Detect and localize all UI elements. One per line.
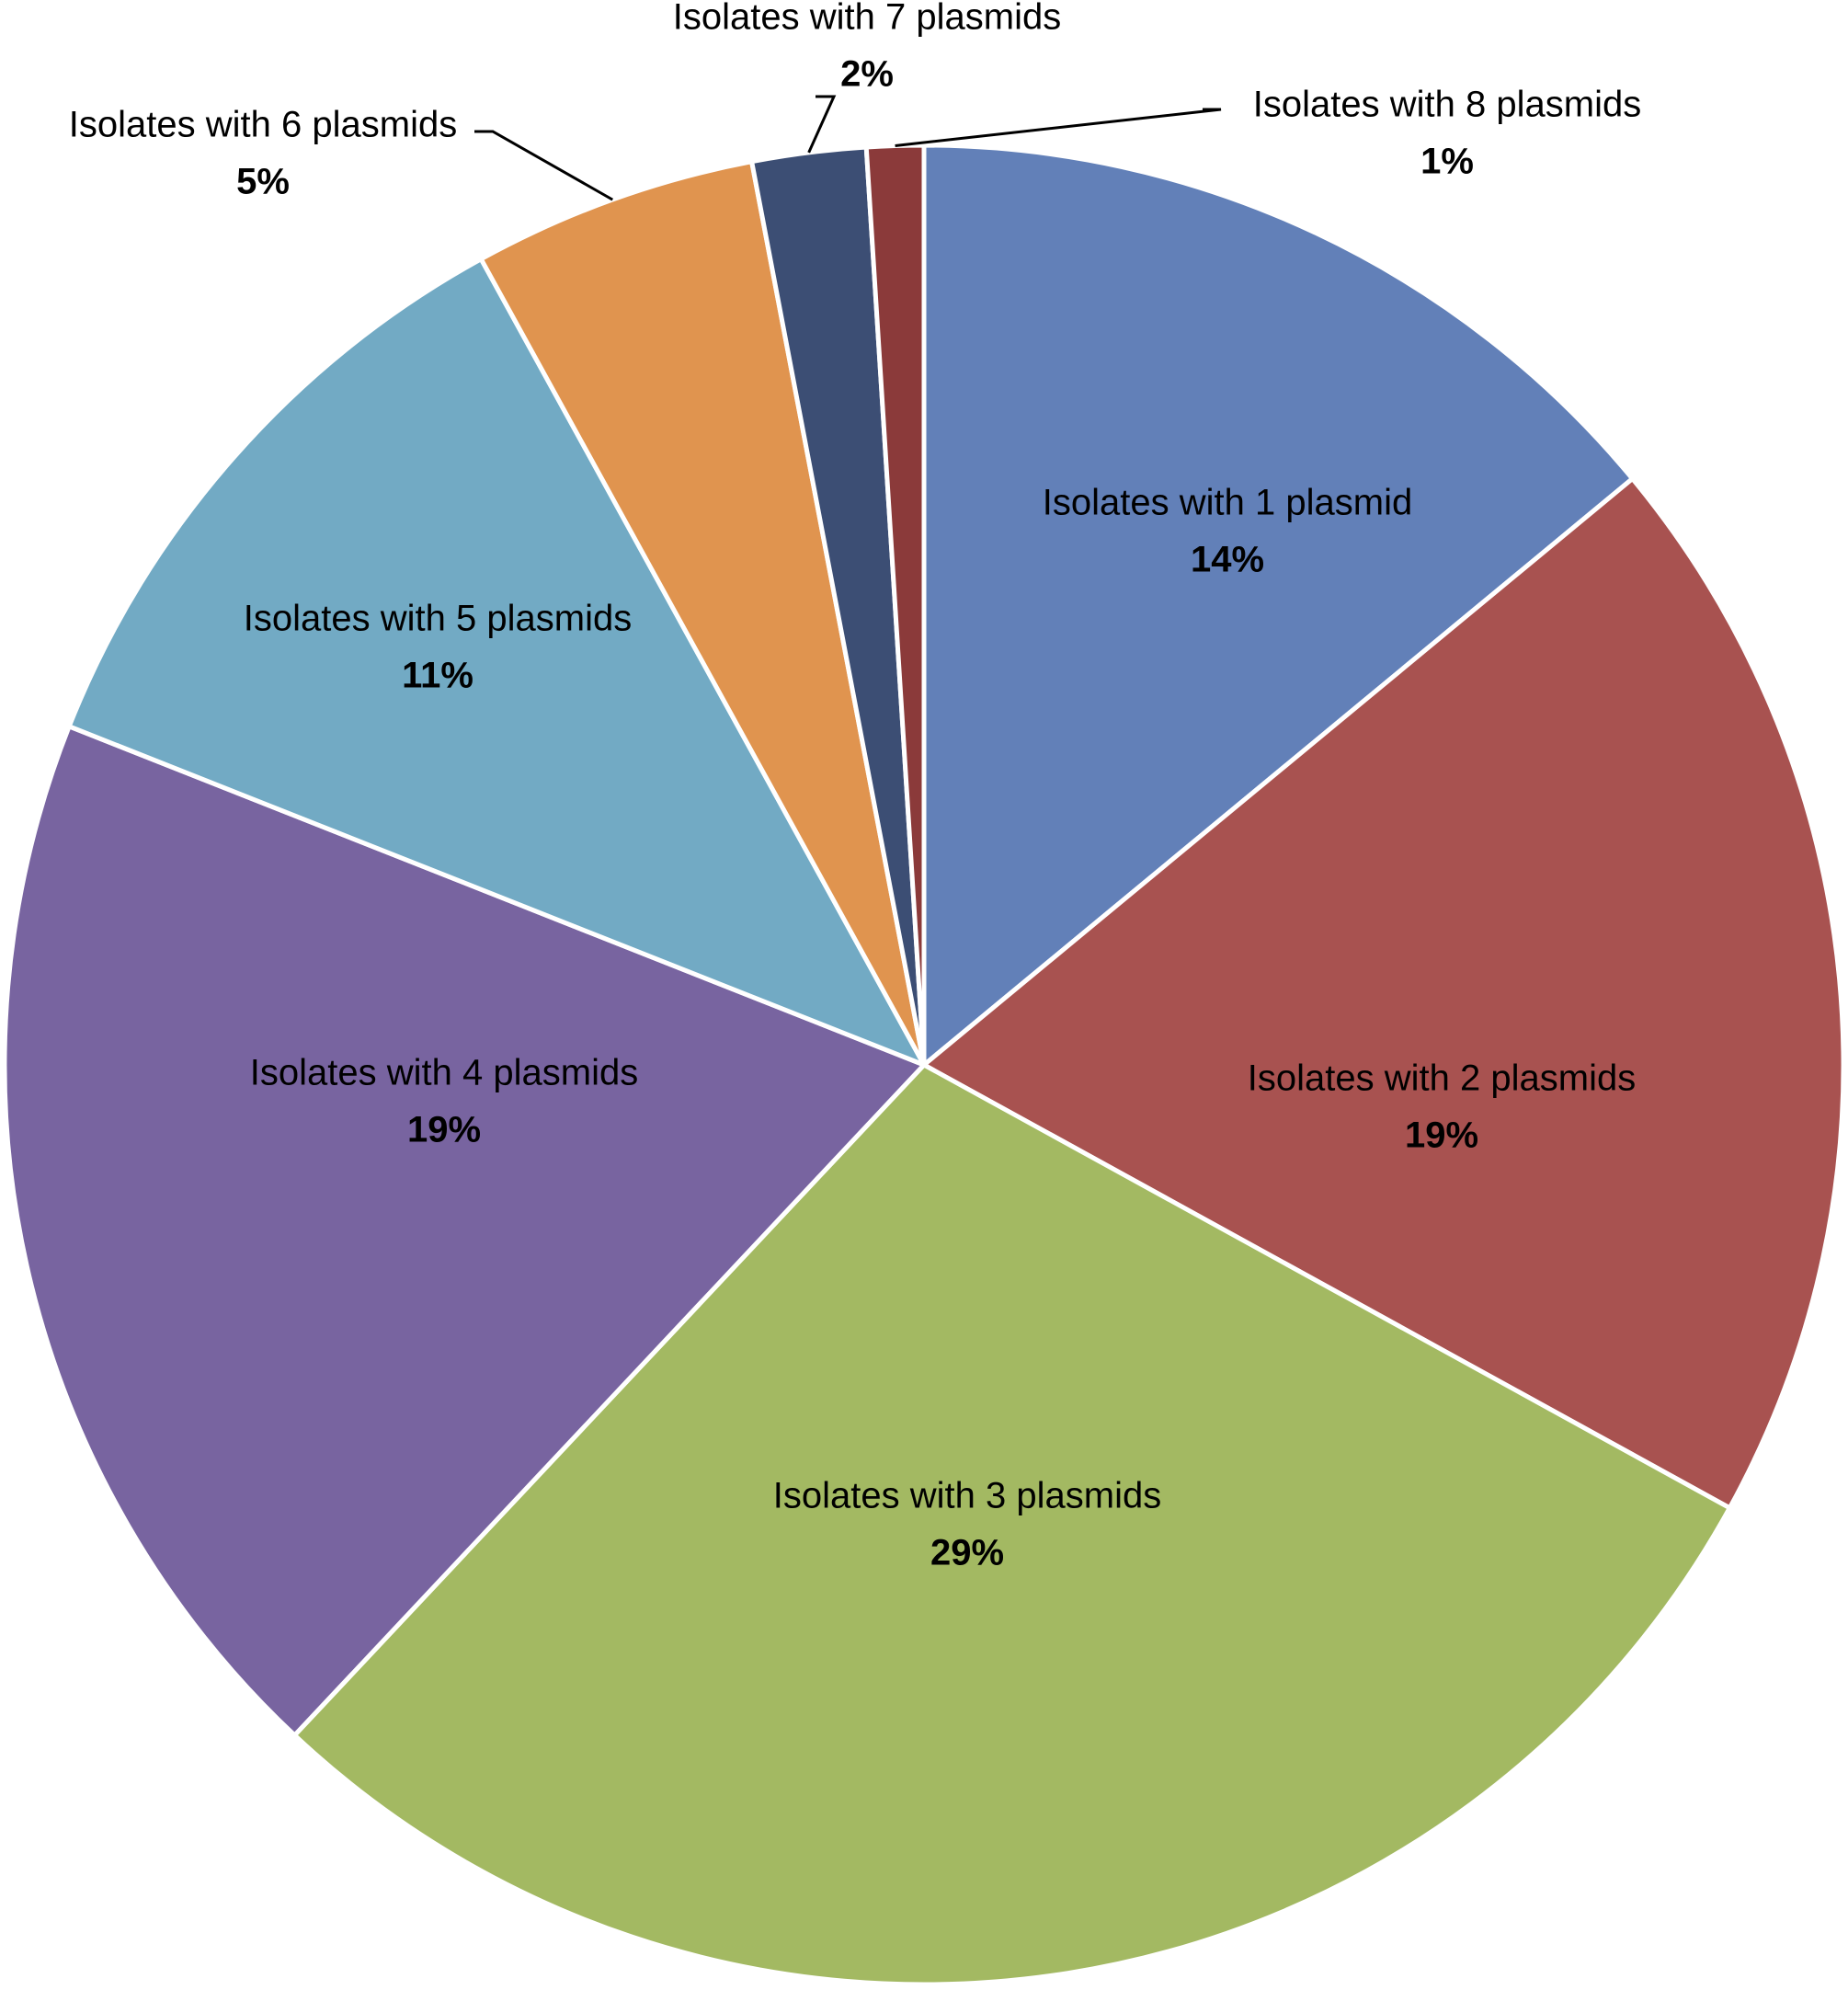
slice-label: Isolates with 1 plasmid: [1043, 483, 1412, 523]
leader-line: [807, 95, 837, 154]
slice-value-label: 1%: [1420, 142, 1474, 182]
slice-label: Isolates with 5 plasmids: [244, 599, 632, 639]
slice-value-label: 19%: [1405, 1115, 1478, 1156]
slice-value-label: 2%: [840, 54, 894, 95]
slice-value-label: 11%: [402, 656, 473, 696]
slice-label: Isolates with 3 plasmids: [773, 1476, 1161, 1516]
pie-slice: [2, 723, 929, 1739]
slice-value-label: 5%: [236, 162, 290, 202]
pie-slice: [919, 475, 1846, 1512]
slice-value-label: 29%: [930, 1533, 1004, 1573]
slice-label: Isolates with 2 plasmids: [1248, 1058, 1636, 1099]
pie-slice: [921, 143, 1637, 1070]
leader-line: [895, 108, 1222, 147]
pie-slice: [65, 256, 930, 1069]
slice-label: Isolates with 7 plasmids: [673, 0, 1061, 38]
slice-label: Isolates with 4 plasmids: [250, 1053, 638, 1093]
pie-slice: [863, 143, 927, 1066]
slice-value-label: 19%: [407, 1110, 481, 1150]
slice-label: Isolates with 6 plasmids: [69, 105, 457, 145]
pie-slice: [291, 1061, 1733, 1987]
leader-line: [474, 130, 614, 201]
slice-value-label: 14%: [1191, 540, 1264, 580]
slice-label: Isolates with 8 plasmids: [1253, 85, 1641, 125]
